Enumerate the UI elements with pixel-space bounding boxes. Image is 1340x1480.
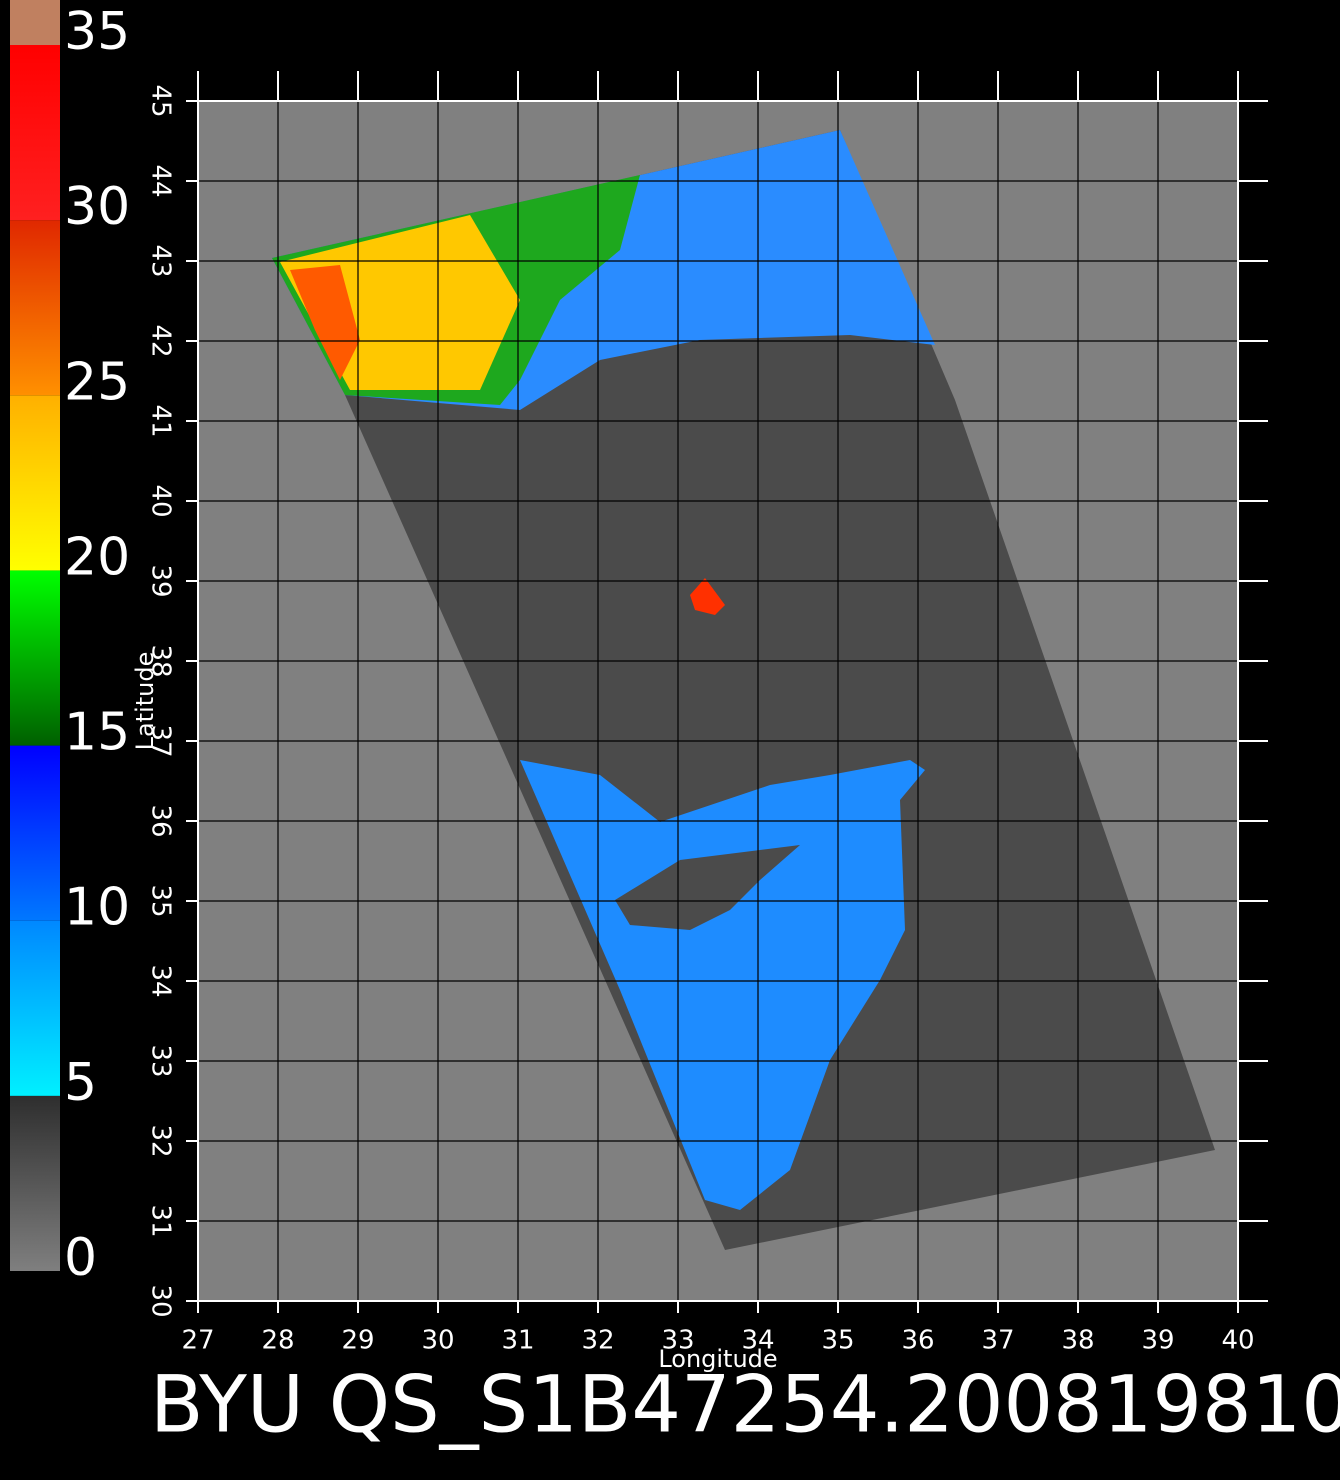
x-tick-label: 40 [1221,1326,1254,1356]
colorbar-tick-label: 10 [64,878,130,938]
colorbar-tick-label: 15 [64,703,130,763]
colorbar-band [10,220,60,396]
colorbar-tick-label: 5 [64,1053,97,1113]
y-tick-label: 31 [146,1204,176,1237]
calm-area [615,845,800,930]
y-tick-label: 44 [146,164,176,197]
y-tick-label: 30 [146,1284,176,1317]
y-tick-label: 43 [146,244,176,277]
colorbar-band [10,745,60,921]
x-tick-label: 35 [821,1326,854,1356]
north-gale [290,265,360,380]
title: BYU QS_S1B47254.200819810J [150,1360,1340,1450]
axes: 27 28 29 30 31 32 33 34 35 36 37 38 39 40 30 31 32 33 34 35… [146,71,1268,1356]
y-tick-label: 37 [146,724,176,757]
x-tick-label: 33 [661,1326,694,1356]
x-tick-label: 30 [421,1326,454,1356]
y-tick-label: 38 [146,644,176,677]
x-tick-label: 28 [261,1326,294,1356]
y-tick-label: 45 [146,84,176,117]
x-tick-label: 36 [901,1326,934,1356]
south-wind-field [520,760,925,1210]
x-tick-label: 27 [181,1326,214,1356]
x-tick-label: 31 [501,1326,534,1356]
y-tick-label: 36 [146,804,176,837]
colorbar-over [10,0,60,45]
colorbar-band [10,1095,60,1271]
colorbar-tick-label: 30 [64,177,130,237]
colorbar-band [10,920,60,1096]
colorbar-tick-label: 35 [64,2,130,62]
colorbar-band [10,570,60,746]
colorbar-tick-label: 20 [64,527,130,587]
y-tick-label: 34 [146,964,176,997]
swath-footprint [272,130,1215,1250]
x-tick-label: 34 [741,1326,774,1356]
x-tick-label: 37 [981,1326,1014,1356]
y-tick-label: 39 [146,564,176,597]
y-axis-label: Latitude [131,652,159,751]
x-tick-label: 29 [341,1326,374,1356]
plot-frame [197,100,1239,1302]
colorbar-tick-label: 0 [64,1228,97,1288]
y-tick-label: 33 [146,1044,176,1077]
y-tick-label: 32 [146,1124,176,1157]
y-tick-label: 40 [146,484,176,517]
wind-patch [690,578,725,615]
colorbar-band [10,45,60,221]
colorbar-tick-label: 25 [64,352,130,412]
y-tick-label: 42 [146,324,176,357]
x-tick-label: 39 [1141,1326,1174,1356]
x-tick-label: 38 [1061,1326,1094,1356]
x-tick-label: 32 [581,1326,614,1356]
x-axis-label: Longitude [658,1345,777,1373]
y-tick-label: 41 [146,404,176,437]
swath [272,130,1215,1250]
colorbar-band [10,395,60,571]
y-tick-label: 35 [146,884,176,917]
